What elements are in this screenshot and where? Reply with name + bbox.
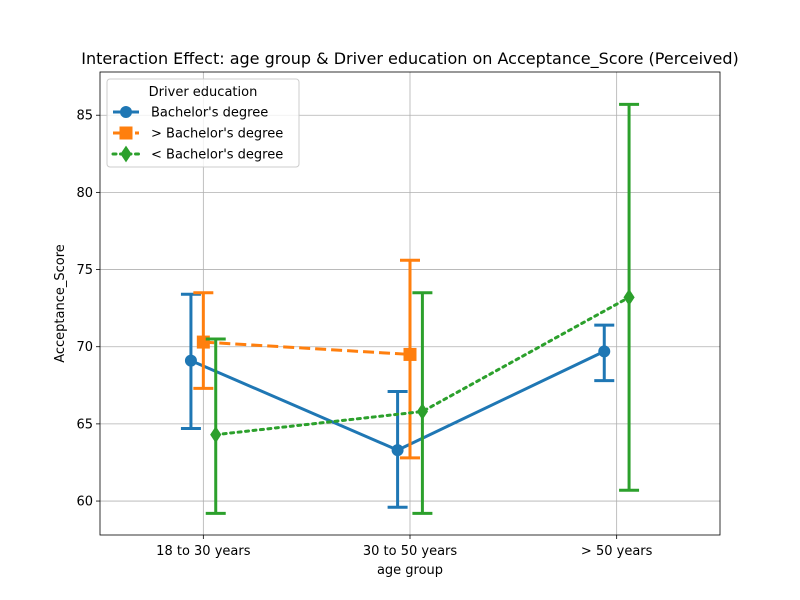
legend-entry-0: Bachelor's degree <box>113 106 268 121</box>
data-point <box>598 345 611 358</box>
x-axis-label: age group <box>377 563 443 578</box>
legend-title: Driver education <box>149 85 258 100</box>
series-line <box>203 340 411 356</box>
series-group-0 <box>180 292 615 509</box>
legend-label: > Bachelor's degree <box>151 127 283 142</box>
y-tick-label: 70 <box>76 340 93 355</box>
x-tick-label: > 50 years <box>581 544 653 559</box>
legend-entry-2: < Bachelor's degree <box>111 145 283 163</box>
ticks-layer: 60 65 70 75 80 85 18 to 30 years 30 to 50 years… <box>76 109 652 559</box>
legend-label: Bachelor's degree <box>151 106 268 121</box>
data-point <box>623 288 635 306</box>
y-axis-label: Acceptance_Score <box>53 244 68 363</box>
data-point <box>184 354 197 367</box>
legend-marker <box>120 145 132 163</box>
x-tick-label: 18 to 30 years <box>156 544 251 559</box>
legend-label: < Bachelor's degree <box>151 148 283 163</box>
legend-marker <box>119 126 133 140</box>
y-tick-label: 75 <box>76 263 93 278</box>
series-line <box>214 295 631 437</box>
x-tick-label: 30 to 50 years <box>363 544 458 559</box>
chart-title: Interaction Effect: age group & Driver e… <box>81 49 738 69</box>
y-tick-label: 60 <box>76 495 93 510</box>
legend-entries: Bachelor's degree > Bachelor's degree < Ba… <box>111 106 283 163</box>
data-point <box>416 403 429 420</box>
y-tick-label: 65 <box>76 417 93 432</box>
data-point <box>210 426 222 444</box>
legend: Driver education Bachelor's degree > Bach… <box>106 78 300 168</box>
series-group-2 <box>205 102 640 515</box>
series-group-1 <box>193 258 420 460</box>
legend-box <box>106 78 300 168</box>
series-layer <box>180 102 640 515</box>
legend-entry-1: > Bachelor's degree <box>113 126 283 142</box>
data-point <box>403 347 417 361</box>
y-tick-label: 85 <box>76 109 93 124</box>
y-tick-label: 80 <box>76 186 93 201</box>
legend-marker <box>120 106 132 118</box>
data-point <box>391 444 404 457</box>
